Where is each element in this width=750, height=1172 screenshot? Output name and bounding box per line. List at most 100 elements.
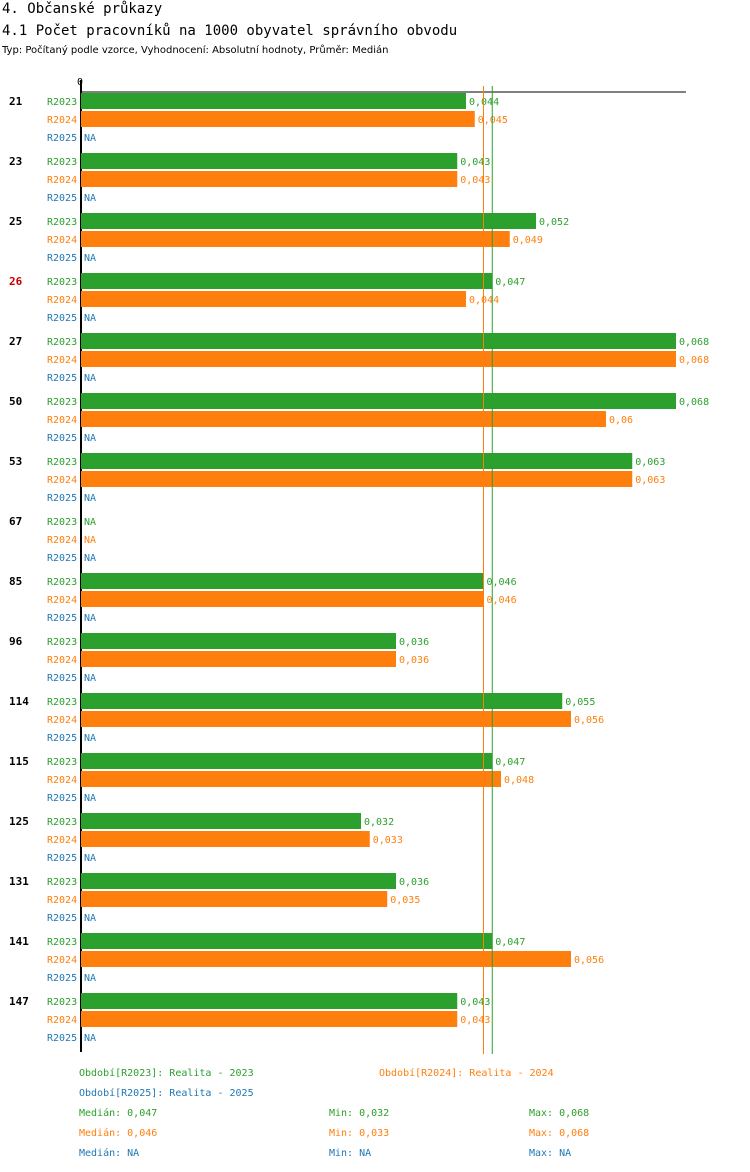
stat-min-r2023: Min: 0,032: [329, 1108, 390, 1119]
bar-r2024: [81, 891, 388, 907]
bar-r2023: [81, 573, 484, 589]
series-label-r2023: R2023: [47, 757, 77, 768]
bar-r2024: [81, 111, 475, 127]
bar-r2024: [81, 471, 633, 487]
data-label: 0,055: [565, 697, 595, 708]
data-label: 0,043: [460, 1015, 490, 1026]
data-label: 0,044: [469, 295, 499, 306]
series-label-r2025: R2025: [47, 733, 77, 744]
series-label-r2023: R2023: [47, 397, 77, 408]
bar-r2024: [81, 711, 571, 727]
bar-r2024: [81, 951, 571, 967]
na-label: NA: [84, 493, 96, 504]
bar-r2023: [81, 273, 493, 289]
series-label-r2023: R2023: [47, 157, 77, 168]
series-label-r2025: R2025: [47, 553, 77, 564]
data-label: 0,046: [487, 595, 517, 606]
bar-r2024: [81, 231, 510, 247]
na-label: NA: [84, 673, 96, 684]
na-label: NA: [84, 793, 96, 804]
category-label: 27: [9, 335, 22, 348]
series-label-r2025: R2025: [47, 253, 77, 264]
series-label-r2024: R2024: [47, 175, 77, 186]
stat-min-r2025: Min: NA: [329, 1148, 372, 1159]
na-label: NA: [84, 553, 96, 564]
na-label: NA: [84, 373, 96, 384]
data-label: 0,046: [487, 577, 517, 588]
series-label-r2024: R2024: [47, 355, 77, 366]
category-label: 21: [9, 95, 23, 108]
data-label: 0,036: [399, 877, 429, 888]
bar-r2024: [81, 171, 458, 187]
series-label-r2024: R2024: [47, 295, 77, 306]
data-label: 0,049: [513, 235, 543, 246]
series-label-r2024: R2024: [47, 535, 77, 546]
series-label-r2023: R2023: [47, 97, 77, 108]
bar-r2023: [81, 393, 676, 409]
category-label: 125: [9, 815, 29, 828]
bar-r2024: [81, 1011, 458, 1027]
data-label: 0,068: [679, 337, 709, 348]
category-label: 25: [9, 215, 22, 228]
na-label: NA: [84, 853, 96, 864]
series-label-r2023: R2023: [47, 217, 77, 228]
na-label: NA: [84, 517, 96, 528]
category-label: 141: [9, 935, 29, 948]
data-label: 0,036: [399, 637, 429, 648]
series-label-r2025: R2025: [47, 133, 77, 144]
series-label-r2025: R2025: [47, 853, 77, 864]
bar-r2024: [81, 411, 606, 427]
chart-title: 4.1 Počet pracovníků na 1000 obyvatel sp…: [2, 23, 458, 39]
data-label: 0,033: [373, 835, 403, 846]
series-label-r2025: R2025: [47, 973, 77, 984]
data-label: 0,047: [495, 277, 525, 288]
data-label: 0,036: [399, 655, 429, 666]
series-label-r2024: R2024: [47, 595, 77, 606]
series-label-r2023: R2023: [47, 877, 77, 888]
series-label-r2023: R2023: [47, 517, 77, 528]
data-label: 0,035: [390, 895, 420, 906]
data-label: 0,06: [609, 415, 633, 426]
data-label: 0,043: [460, 997, 490, 1008]
series-label-r2024: R2024: [47, 775, 77, 786]
series-label-r2024: R2024: [47, 115, 77, 126]
bar-r2023: [81, 633, 396, 649]
bar-r2024: [81, 771, 501, 787]
series-label-r2025: R2025: [47, 313, 77, 324]
data-label: 0,063: [635, 457, 665, 468]
na-label: NA: [84, 193, 96, 204]
legend-r2023: Období[R2023]: Realita - 2023: [79, 1068, 254, 1079]
category-label: 131: [9, 875, 29, 888]
series-label-r2024: R2024: [47, 475, 77, 486]
stat-median-r2025: Medián: NA: [79, 1148, 140, 1159]
na-label: NA: [84, 913, 96, 924]
series-label-r2023: R2023: [47, 697, 77, 708]
category-label: 115: [9, 755, 29, 768]
category-label: 67: [9, 515, 22, 528]
category-label: 147: [9, 995, 29, 1008]
legend-r2025: Období[R2025]: Realita - 2025: [79, 1088, 254, 1099]
series-label-r2023: R2023: [47, 277, 77, 288]
bar-chart: 0 21 R2023 0,044 R2024 0,045 R2025 NA 23 R2023 0,0…: [9, 77, 709, 1054]
stat-median-r2023: Medián: 0,047: [79, 1108, 158, 1119]
bar-r2024: [81, 351, 676, 367]
data-label: 0,068: [679, 397, 709, 408]
series-label-r2025: R2025: [47, 493, 77, 504]
data-label: 0,032: [364, 817, 394, 828]
series-label-r2024: R2024: [47, 235, 77, 246]
section-title: 4. Občanské průkazy: [2, 1, 163, 17]
data-label: 0,052: [539, 217, 569, 228]
stat-max-r2024: Max: 0,068: [529, 1128, 590, 1139]
stat-min-r2024: Min: 0,033: [329, 1128, 390, 1139]
series-label-r2025: R2025: [47, 433, 77, 444]
bar-r2023: [81, 993, 458, 1009]
na-label: NA: [84, 253, 96, 264]
bar-r2023: [81, 93, 466, 109]
data-label: 0,044: [469, 97, 499, 108]
series-label-r2024: R2024: [47, 835, 77, 846]
na-label: NA: [84, 133, 96, 144]
series-label-r2025: R2025: [47, 193, 77, 204]
category-label: 96: [9, 635, 23, 648]
x-tick-zero: 0: [77, 77, 83, 88]
bar-r2023: [81, 933, 493, 949]
